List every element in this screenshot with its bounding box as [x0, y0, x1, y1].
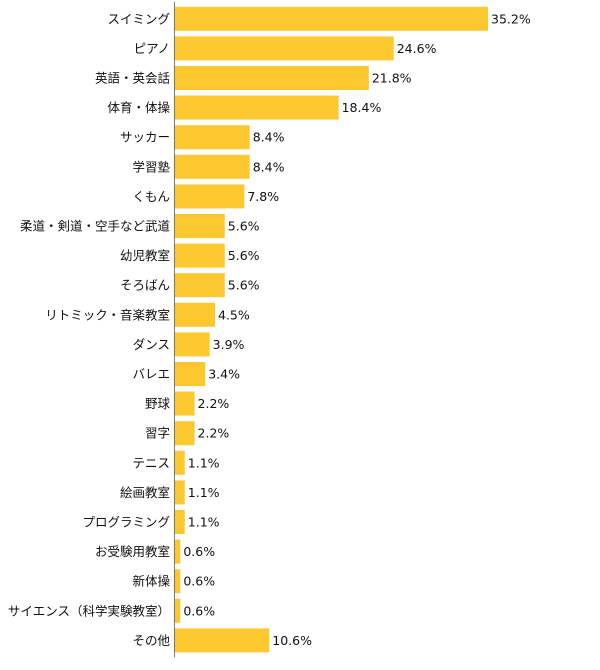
value-label: 24.6%: [397, 41, 437, 56]
bar: [175, 450, 185, 475]
bar: [175, 125, 250, 150]
value-label: 1.1%: [188, 515, 220, 530]
bar: [175, 628, 270, 653]
category-label: 学習塾: [132, 159, 170, 174]
category-label: スイミング: [107, 11, 170, 26]
category-label: サイエンス（科学実験教室）: [8, 603, 170, 618]
value-label: 21.8%: [372, 71, 412, 86]
category-label: ダンス: [133, 337, 170, 352]
value-label: 0.6%: [183, 574, 215, 589]
value-label: 8.4%: [253, 130, 285, 145]
bar: [175, 391, 195, 416]
category-label: サッカー: [120, 130, 170, 145]
bar: [175, 480, 185, 505]
value-label: 10.6%: [272, 633, 312, 648]
bars-layer: [175, 6, 488, 653]
value-label: 1.1%: [188, 455, 220, 470]
category-label: 体育・体操: [107, 100, 170, 115]
category-label: 習字: [145, 426, 170, 441]
category-label: 英語・英会話: [95, 71, 170, 86]
category-label: お受験用教室: [95, 544, 170, 559]
bar: [175, 95, 339, 120]
bar: [175, 243, 225, 268]
bar: [175, 510, 185, 534]
value-label: 2.2%: [198, 396, 230, 411]
value-label: 5.6%: [228, 219, 260, 234]
value-label: 1.1%: [188, 485, 220, 500]
category-label: 柔道・剣道・空手など武道: [20, 219, 171, 234]
bar: [175, 362, 206, 386]
category-label: 野球: [145, 396, 171, 411]
bar: [175, 214, 225, 238]
value-label: 3.4%: [208, 367, 240, 382]
bar: [175, 154, 250, 179]
value-label: 5.6%: [228, 248, 260, 263]
category-label: その他: [132, 633, 170, 648]
value-label: 7.8%: [247, 189, 279, 204]
category-label: プログラミング: [82, 515, 170, 530]
category-label: くもん: [132, 189, 170, 204]
bar: [175, 598, 181, 623]
bar: [175, 184, 245, 209]
value-label: 35.2%: [491, 11, 531, 26]
bar: [175, 302, 216, 327]
bar: [175, 569, 181, 594]
category-label: 絵画教室: [120, 485, 170, 500]
value-label: 2.2%: [198, 426, 230, 441]
value-label: 0.6%: [183, 544, 215, 559]
category-label: バレエ: [132, 367, 170, 382]
value-label: 5.6%: [228, 278, 260, 293]
bar: [175, 273, 225, 298]
value-label: 18.4%: [342, 100, 382, 115]
bar: [175, 332, 210, 357]
bar: [175, 6, 488, 31]
category-label: リトミック・音楽教室: [45, 307, 170, 322]
category-labels: スイミングピアノ英語・英会話体育・体操サッカー学習塾くもん柔道・剣道・空手など武…: [8, 11, 171, 648]
bar: [175, 539, 181, 564]
value-label: 0.6%: [183, 603, 215, 618]
bar: [175, 66, 369, 90]
bar: [175, 421, 195, 446]
category-label: テニス: [132, 455, 170, 470]
category-label: ピアノ: [134, 41, 170, 56]
value-labels: 35.2% 24.6% 21.8% 18.4% 8.4% 8.4% 7.8% 5.6% 5.6%…: [183, 11, 530, 648]
category-label: 新体操: [132, 574, 170, 589]
category-label: そろばん: [120, 278, 170, 293]
bar: [175, 36, 394, 61]
value-label: 3.9%: [213, 337, 245, 352]
value-label: 4.5%: [218, 307, 250, 322]
category-label: 幼児教室: [120, 248, 170, 263]
value-label: 8.4%: [253, 159, 285, 174]
